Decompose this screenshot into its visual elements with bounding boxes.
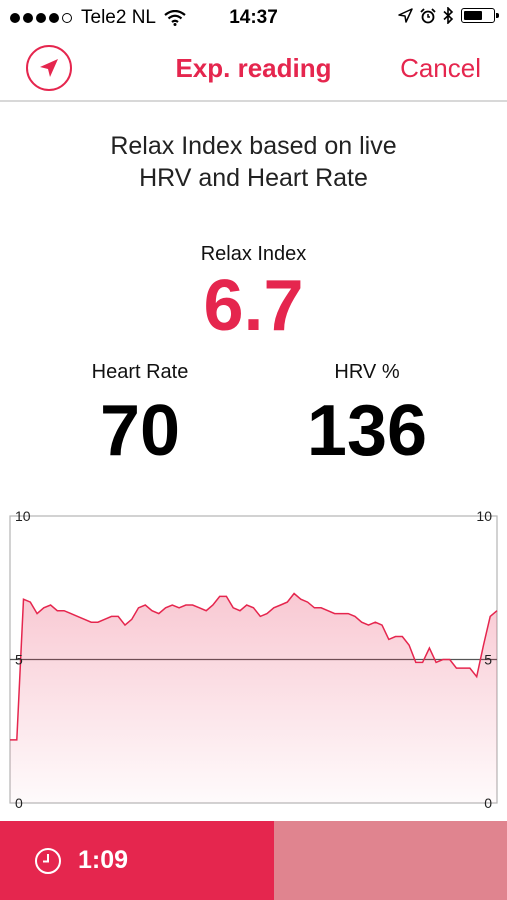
navigation-arrow-icon (40, 59, 58, 77)
signal-dot-icon (10, 13, 20, 23)
timer-progress-bar: 1:09 (0, 821, 507, 900)
clock-icon (35, 847, 61, 874)
relax-index-label: Relax Index (200, 243, 307, 265)
y-tick-label-right-10: 10 (476, 508, 492, 524)
alarm-clock-icon (420, 7, 436, 23)
wifi-icon (164, 10, 186, 26)
y-tick-label-right-0: 0 (484, 795, 492, 811)
nav-title-container: Exp. reading (0, 53, 507, 84)
status-left: Tele2 NL (10, 7, 186, 29)
status-bar: Tele2 NL 14:37 (0, 0, 507, 36)
signal-dot-icon (36, 13, 46, 23)
description-line-2: HRV and Heart Rate (139, 164, 368, 192)
status-time: 14:37 (229, 7, 278, 28)
y-tick-label-left-5: 5 (15, 652, 23, 668)
chart-area (10, 593, 497, 803)
location-arrow-icon (398, 8, 413, 23)
location-button[interactable] (26, 45, 72, 91)
hrv-label: HRV % (334, 361, 400, 383)
signal-dot-empty-icon (62, 13, 72, 23)
status-right (398, 7, 499, 24)
chart-line (10, 592, 498, 741)
page-title: Exp. reading (175, 53, 332, 83)
y-tick-label-left-10: 10 (15, 508, 31, 524)
timer-value: 1:09 (78, 846, 129, 874)
progress-remaining (274, 821, 507, 900)
heart-rate-label: Heart Rate (91, 361, 189, 383)
signal-dot-icon (49, 13, 59, 23)
signal-dot-icon (23, 13, 33, 23)
nav-bar: Exp. reading Cancel (0, 36, 507, 102)
relax-index-chart: 0 0 5 5 10 10 (9, 508, 498, 811)
y-tick-label-left-0: 0 (15, 795, 23, 811)
cancel-button[interactable]: Cancel (400, 53, 481, 83)
heart-rate-value: 70 (99, 391, 181, 471)
timer-button[interactable]: 1:09 (0, 821, 274, 900)
battery-level (464, 11, 483, 20)
y-tick-label-right-5: 5 (484, 652, 492, 668)
battery-icon (461, 8, 499, 23)
description: Relax Index based on live HRV and Heart … (60, 130, 447, 194)
bluetooth-icon (443, 7, 454, 24)
relax-index-value: 6.7 (203, 266, 304, 346)
hrv-value: 136 (306, 391, 428, 471)
description-line-1: Relax Index based on live (110, 132, 397, 160)
carrier-name: Tele2 NL (81, 7, 156, 28)
